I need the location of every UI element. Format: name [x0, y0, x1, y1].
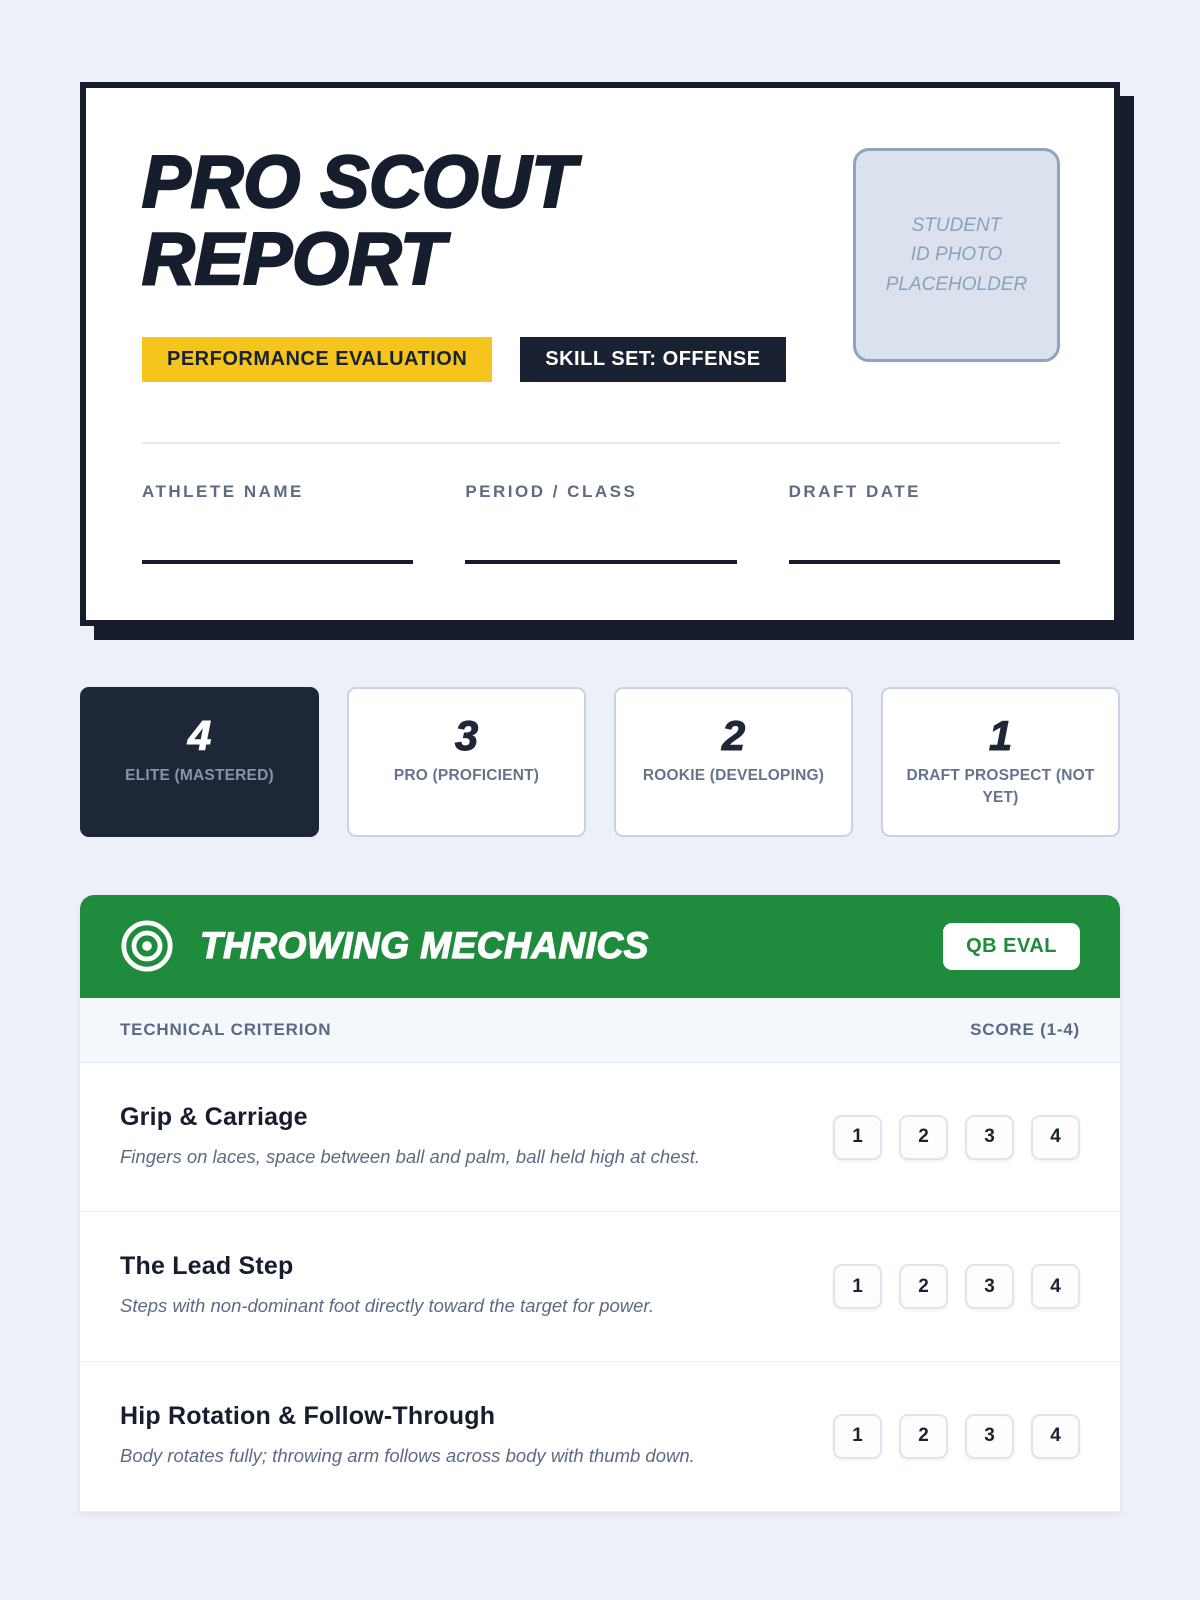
criterion-title: The Lead Step: [120, 1252, 294, 1281]
page-title: PRO SCOUT REPORT: [141, 142, 786, 301]
table-header: TECHNICAL CRITERION SCORE (1-4): [80, 997, 1120, 1063]
legend-score-label: PRO (PROFICIENT): [393, 766, 540, 784]
photo-placeholder-line: ID PHOTO: [910, 244, 1003, 266]
qb-eval-badge: QB EVAL: [943, 922, 1080, 970]
photo-placeholder-line: STUDENT: [911, 214, 1002, 236]
criterion-row-grip-carriage: Grip & Carriage Fingers on laces, space …: [80, 1062, 1120, 1213]
field-draft-date: DRAFT DATE: [788, 481, 1060, 564]
score-button-1[interactable]: 1: [833, 1114, 882, 1160]
criterion-description: Steps with non-dominant foot directly to…: [120, 1295, 655, 1317]
report-header-card: PRO SCOUT REPORT PERFORMANCE EVALUATION …: [80, 82, 1120, 626]
score-buttons: 1 2 3 4: [833, 1264, 1080, 1310]
header-top: PRO SCOUT REPORT PERFORMANCE EVALUATION …: [141, 142, 1060, 382]
field-period-class: PERIOD / CLASS: [465, 481, 737, 564]
score-button-2[interactable]: 2: [899, 1264, 948, 1310]
header-badges: PERFORMANCE EVALUATION SKILL SET: OFFENS…: [142, 336, 786, 382]
student-id-photo-placeholder: STUDENT ID PHOTO PLACEHOLDER: [853, 148, 1060, 362]
section-title: THROWING MECHANICS: [199, 925, 649, 967]
criterion-row-lead-step: The Lead Step Steps with non-dominant fo…: [80, 1212, 1120, 1363]
criterion-title: Grip & Carriage: [120, 1102, 308, 1131]
skill-set-badge: SKILL SET: OFFENSE: [520, 336, 786, 382]
criterion-description: Body rotates fully; throwing arm follows…: [120, 1445, 695, 1467]
legend-card-draft-prospect: 1 DRAFT PROSPECT (NOT YET): [881, 686, 1120, 837]
criterion-title: Hip Rotation & Follow-Through: [120, 1402, 496, 1431]
athlete-name-write-line: [142, 559, 414, 564]
score-button-3[interactable]: 3: [965, 1413, 1014, 1459]
score-button-4[interactable]: 4: [1031, 1264, 1080, 1310]
performance-evaluation-badge: PERFORMANCE EVALUATION: [142, 336, 493, 382]
score-button-3[interactable]: 3: [965, 1264, 1014, 1310]
photo-placeholder-line: PLACEHOLDER: [885, 273, 1028, 295]
legend-score-label: DRAFT PROSPECT (NOT YET): [906, 766, 1095, 807]
header-left: PRO SCOUT REPORT PERFORMANCE EVALUATION …: [141, 142, 786, 382]
draft-date-write-line: [788, 559, 1060, 564]
criterion-text: The Lead Step Steps with non-dominant fo…: [120, 1252, 654, 1321]
score-button-1[interactable]: 1: [833, 1413, 882, 1459]
target-icon: [121, 920, 173, 972]
score-button-3[interactable]: 3: [965, 1114, 1014, 1160]
column-score: SCORE (1-4): [970, 1019, 1080, 1039]
legend-card-rookie: 2 ROOKIE (DEVELOPING): [614, 686, 853, 837]
score-button-4[interactable]: 4: [1031, 1413, 1080, 1459]
legend-card-elite: 4 ELITE (MASTERED): [80, 686, 319, 837]
header-fields: ATHLETE NAME PERIOD / CLASS DRAFT DATE: [142, 482, 1060, 564]
column-criterion: TECHNICAL CRITERION: [120, 1019, 332, 1039]
field-label: PERIOD / CLASS: [465, 481, 638, 501]
legend-score-value: 2: [721, 711, 746, 759]
legend-score-value: 3: [454, 711, 479, 759]
throwing-mechanics-section: THROWING MECHANICS QB EVAL TECHNICAL CRI…: [80, 894, 1120, 1512]
criterion-text: Grip & Carriage Fingers on laces, space …: [120, 1103, 700, 1172]
score-button-2[interactable]: 2: [899, 1413, 948, 1459]
score-button-2[interactable]: 2: [899, 1114, 948, 1160]
score-legend: 4 ELITE (MASTERED) 3 PRO (PROFICIENT) 2 …: [80, 686, 1120, 837]
legend-score-value: 4: [187, 711, 212, 759]
header-divider: [142, 441, 1060, 444]
title-line-2: REPORT: [141, 219, 446, 301]
legend-score-label: ROOKIE (DEVELOPING): [642, 766, 825, 784]
page: PRO SCOUT REPORT PERFORMANCE EVALUATION …: [80, 82, 1120, 1512]
criterion-text: Hip Rotation & Follow-Through Body rotat…: [120, 1402, 695, 1471]
score-button-4[interactable]: 4: [1031, 1114, 1080, 1160]
criterion-row-hip-rotation: Hip Rotation & Follow-Through Body rotat…: [80, 1362, 1120, 1512]
field-athlete-name: ATHLETE NAME: [142, 481, 414, 564]
legend-score-label: ELITE (MASTERED): [125, 766, 274, 784]
field-label: DRAFT DATE: [788, 481, 921, 501]
legend-card-pro: 3 PRO (PROFICIENT): [347, 686, 586, 837]
section-header: THROWING MECHANICS QB EVAL: [80, 894, 1120, 998]
legend-score-value: 1: [988, 711, 1013, 759]
criterion-description: Fingers on laces, space between ball and…: [120, 1145, 701, 1167]
period-class-write-line: [465, 559, 737, 564]
score-buttons: 1 2 3 4: [833, 1114, 1080, 1160]
score-button-1[interactable]: 1: [833, 1264, 882, 1310]
field-label: ATHLETE NAME: [142, 481, 304, 501]
title-line-1: PRO SCOUT: [141, 142, 577, 223]
score-buttons: 1 2 3 4: [833, 1413, 1080, 1459]
